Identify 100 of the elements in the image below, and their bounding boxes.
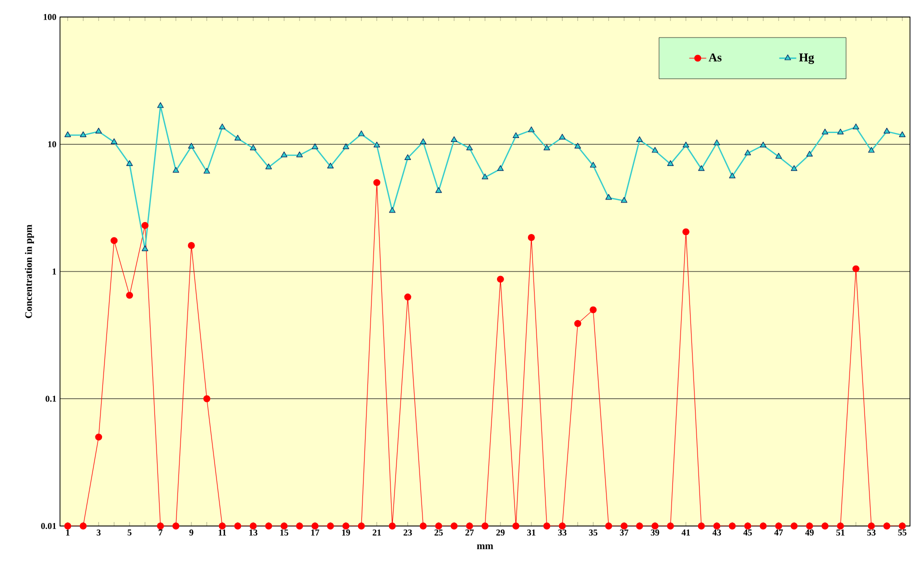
point bbox=[80, 131, 86, 138]
x-tick-label: 25 bbox=[434, 530, 443, 536]
point bbox=[358, 522, 365, 530]
point bbox=[528, 234, 535, 241]
point bbox=[142, 245, 148, 252]
point bbox=[420, 138, 426, 144]
point bbox=[404, 154, 411, 160]
point bbox=[790, 165, 798, 171]
point bbox=[234, 522, 242, 530]
point bbox=[172, 166, 180, 173]
point bbox=[806, 522, 814, 530]
x-tick-label: 53 bbox=[867, 530, 876, 536]
point bbox=[728, 522, 736, 530]
point bbox=[404, 294, 412, 301]
point bbox=[775, 152, 782, 159]
x-tick-label: 47 bbox=[774, 530, 783, 536]
x-tick-label: 11 bbox=[218, 530, 226, 536]
point bbox=[435, 522, 442, 530]
point bbox=[126, 292, 134, 299]
point bbox=[342, 522, 350, 530]
x-tick-label: 39 bbox=[650, 530, 660, 536]
point bbox=[250, 144, 256, 150]
x-tick-label: 49 bbox=[805, 530, 814, 536]
point bbox=[512, 132, 520, 138]
point bbox=[790, 522, 798, 530]
point bbox=[296, 522, 304, 530]
point bbox=[620, 197, 628, 203]
point bbox=[327, 162, 334, 168]
point bbox=[558, 522, 566, 530]
x-tick-label: 37 bbox=[620, 530, 628, 536]
point bbox=[590, 306, 597, 314]
legend-label: As bbox=[708, 53, 722, 62]
point bbox=[652, 146, 658, 153]
legend-label: Hg bbox=[799, 54, 814, 64]
point bbox=[760, 522, 767, 530]
point bbox=[218, 522, 226, 530]
point bbox=[234, 134, 241, 140]
x-tick-label: 9 bbox=[189, 530, 194, 536]
point bbox=[667, 160, 674, 166]
point bbox=[714, 139, 720, 146]
point bbox=[110, 237, 118, 244]
x-tick-label: 17 bbox=[311, 530, 320, 536]
x-tick-label: 13 bbox=[249, 530, 258, 536]
point bbox=[543, 522, 550, 530]
point bbox=[636, 522, 644, 530]
point bbox=[497, 165, 504, 171]
point bbox=[420, 522, 427, 530]
point bbox=[374, 142, 380, 148]
point bbox=[698, 165, 705, 171]
x-tick-label: 51 bbox=[836, 530, 844, 536]
point bbox=[203, 395, 210, 402]
point bbox=[605, 522, 612, 530]
point bbox=[64, 522, 72, 530]
point bbox=[466, 144, 473, 150]
point bbox=[342, 143, 350, 150]
point bbox=[265, 522, 272, 530]
point bbox=[296, 152, 303, 158]
point bbox=[652, 522, 658, 530]
point bbox=[698, 522, 705, 530]
point bbox=[574, 320, 582, 328]
point bbox=[95, 434, 102, 441]
x-tick-label: 31 bbox=[527, 530, 536, 536]
x-tick-label: 55 bbox=[898, 530, 906, 536]
point bbox=[620, 522, 628, 530]
point bbox=[868, 522, 875, 530]
y-tick-label: 0.01 bbox=[41, 522, 56, 530]
point bbox=[898, 522, 906, 530]
x-tick-label: 27 bbox=[465, 530, 474, 536]
point bbox=[574, 142, 581, 148]
point bbox=[713, 522, 720, 530]
x-tick-label: 29 bbox=[496, 530, 505, 536]
point bbox=[265, 164, 272, 170]
point bbox=[188, 242, 195, 250]
point bbox=[666, 522, 674, 530]
x-axis-title: mm bbox=[476, 544, 494, 550]
point bbox=[806, 150, 813, 157]
point bbox=[326, 522, 334, 530]
point bbox=[744, 150, 751, 156]
point bbox=[450, 522, 458, 530]
y-axis-title: Concentration in ppm bbox=[24, 224, 34, 318]
point bbox=[95, 128, 102, 134]
x-tick-label: 33 bbox=[558, 530, 566, 536]
point bbox=[837, 128, 844, 134]
point bbox=[605, 194, 612, 200]
x-tick-label: 1 bbox=[66, 530, 70, 536]
x-tick-label: 15 bbox=[280, 530, 288, 536]
y-tick-label: 10 bbox=[48, 141, 56, 148]
point bbox=[883, 522, 890, 530]
x-tick-label: 35 bbox=[589, 530, 598, 536]
point bbox=[482, 174, 488, 180]
point bbox=[204, 168, 210, 174]
point bbox=[899, 131, 906, 138]
point bbox=[389, 207, 396, 213]
point bbox=[636, 136, 643, 142]
point bbox=[544, 144, 550, 150]
point bbox=[142, 222, 148, 229]
point bbox=[590, 162, 596, 168]
point bbox=[358, 130, 365, 136]
y-tick-label: 100 bbox=[44, 14, 56, 20]
point bbox=[64, 131, 71, 138]
